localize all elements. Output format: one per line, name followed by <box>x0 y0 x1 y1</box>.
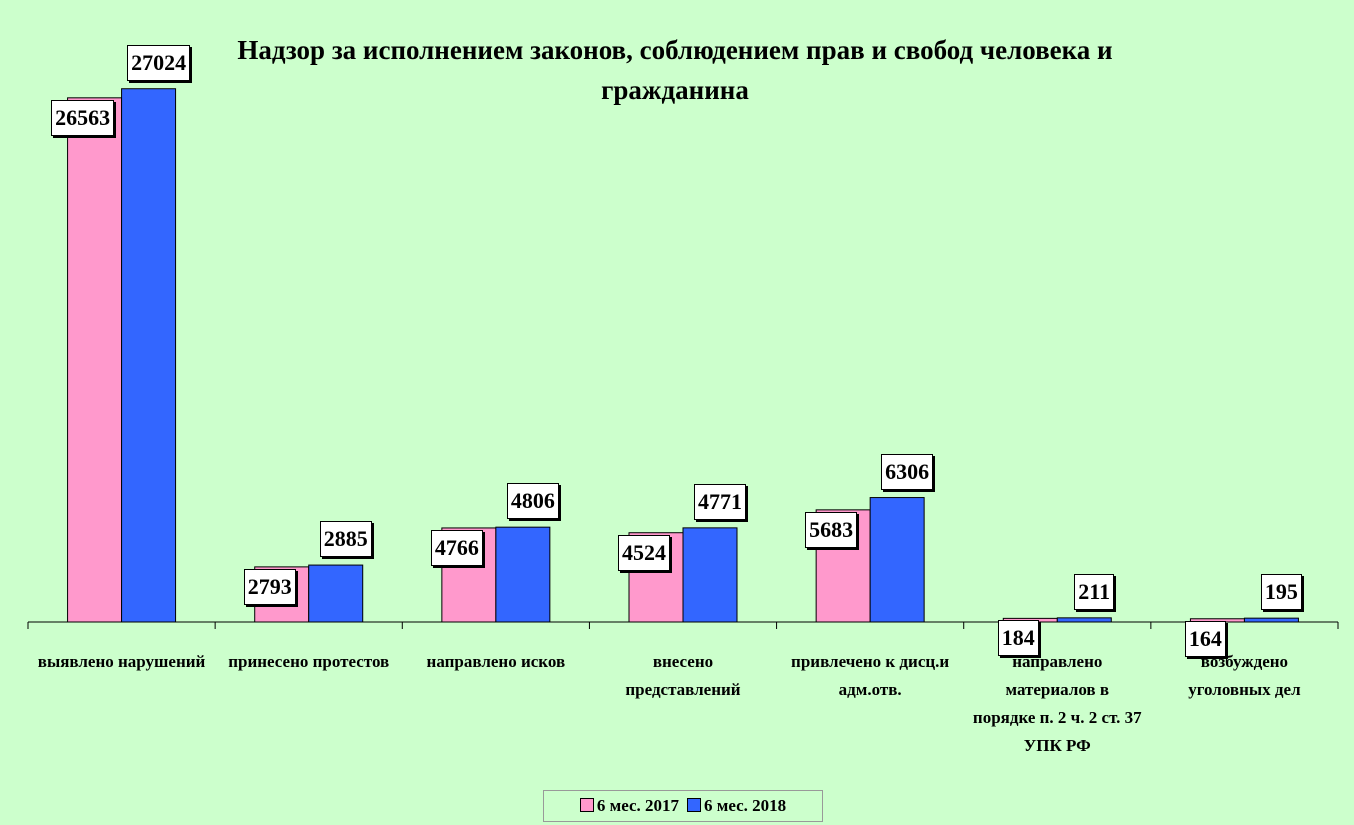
data-label: 211 <box>1074 573 1115 610</box>
data-label: 4806 <box>506 483 559 520</box>
data-label: 6306 <box>881 453 934 490</box>
bar <box>682 527 738 623</box>
bar <box>67 97 123 623</box>
data-label: 5683 <box>805 511 858 548</box>
legend: 6 мес. 2017 6 мес. 2018 <box>543 790 823 822</box>
legend-item: 6 мес. 2017 <box>579 796 679 816</box>
data-label: 4766 <box>430 529 483 566</box>
legend-label: 6 мес. 2017 <box>596 796 679 815</box>
data-label: 27024 <box>127 44 191 81</box>
bar <box>1056 617 1112 623</box>
data-label: 26563 <box>51 99 115 136</box>
legend-label: 6 мес. 2018 <box>704 796 787 815</box>
bar <box>1243 617 1299 623</box>
legend-swatch <box>579 798 594 812</box>
x-tick-label: возбуждено уголовных дел <box>1188 652 1301 699</box>
data-label: 2793 <box>243 568 296 605</box>
data-label: 4524 <box>618 534 670 571</box>
chart-title: Надзор за исполнением законов, соблюдени… <box>237 35 1113 105</box>
bar <box>495 526 551 623</box>
x-tick-label: направлено исков <box>426 652 566 671</box>
bar <box>308 564 364 623</box>
x-tick-label: внесено представлений <box>625 652 741 699</box>
data-label: 164 <box>1184 620 1226 657</box>
x-tick-label: принесено протестов <box>228 652 390 671</box>
bar <box>869 497 925 623</box>
legend-swatch <box>687 798 701 812</box>
data-label: 195 <box>1260 574 1302 611</box>
data-label: 2885 <box>319 521 372 558</box>
x-tick-label: выявлено нарушений <box>37 652 206 671</box>
bar <box>121 88 177 623</box>
x-tick-label: направлено материалов в порядке п. 2 ч. … <box>972 652 1142 755</box>
data-label: 4771 <box>694 483 746 520</box>
x-tick-label: привлечено к дисц.и адм.отв. <box>791 652 950 699</box>
data-label: 184 <box>997 620 1039 657</box>
legend-item: 6 мес. 2018 <box>687 796 786 816</box>
